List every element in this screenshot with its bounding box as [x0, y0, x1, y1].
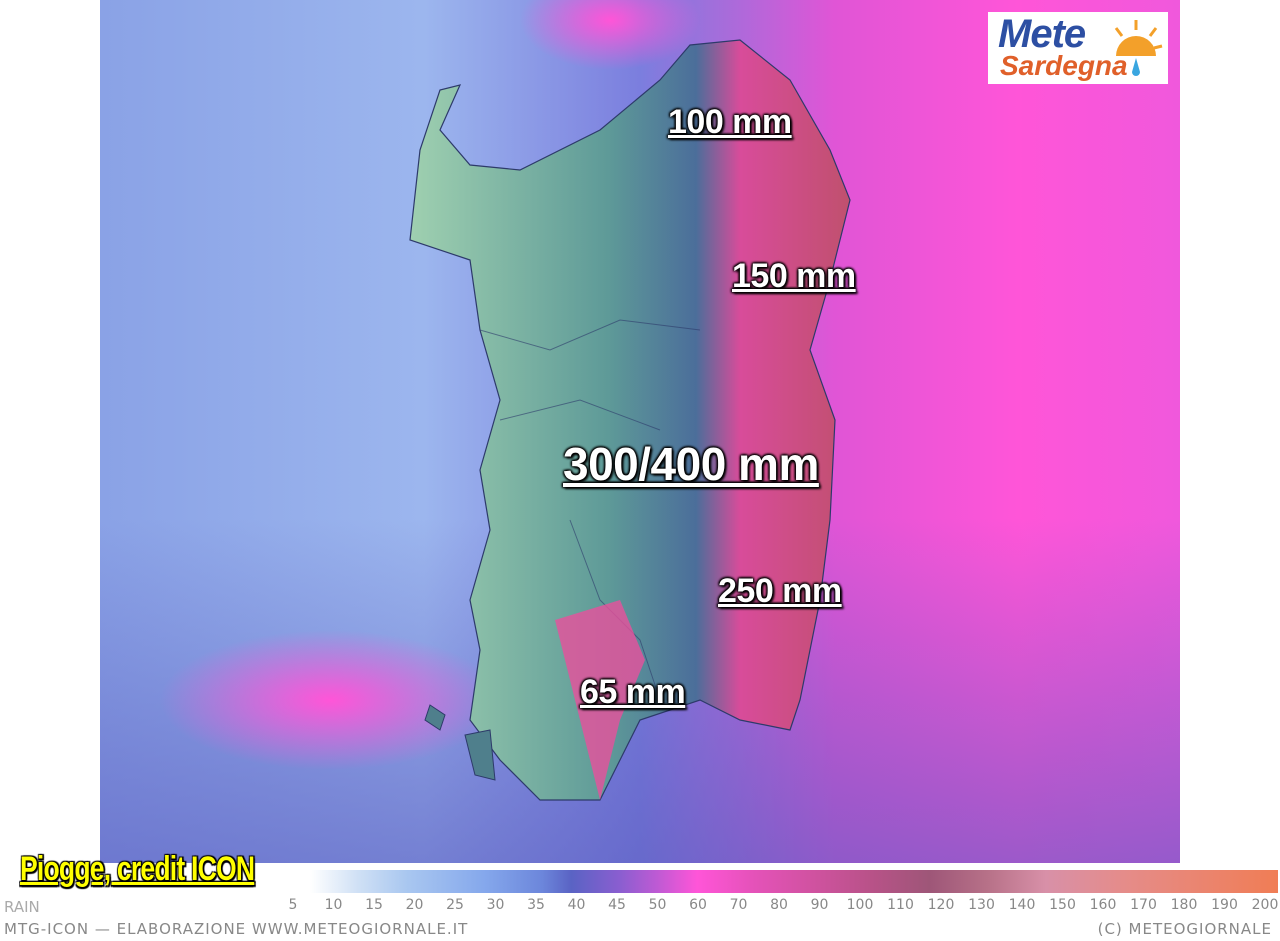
colorbar-tick: 45	[608, 897, 626, 913]
colorbar-tick: 120	[927, 897, 955, 913]
colorbar-tick: 5	[288, 897, 298, 913]
colorbar-tick: 130	[968, 897, 995, 913]
colorbar-tick: 90	[810, 897, 829, 913]
rain-label-north: 100 mm	[668, 103, 792, 141]
rain-area-south	[555, 600, 645, 800]
southwest-islands	[424, 704, 496, 781]
mete-sardegna-logo: Mete Sardegna	[988, 12, 1168, 84]
colorbar-tick: 100	[846, 897, 874, 913]
colorbar-tick: 170	[1130, 897, 1157, 913]
colorbar-tick: 15	[365, 897, 383, 913]
rain-label-northeast: 150 mm	[732, 257, 856, 295]
colorbar-tick: 60	[689, 897, 707, 913]
precipitation-colorbar	[310, 870, 1278, 893]
colorbar-tick: 80	[770, 897, 788, 913]
colorbar-tick: 50	[648, 897, 667, 913]
rain-label-southeast: 250 mm	[718, 572, 842, 610]
colorbar-tick: 10	[324, 897, 343, 913]
colorbar-tick: 110	[887, 897, 914, 913]
rainfall-map	[100, 0, 1180, 863]
overlay-title: Piogge, credit ICON	[20, 850, 255, 888]
map-canvas	[100, 0, 1180, 863]
sun-icon	[1114, 20, 1163, 76]
footer-source: MTG-ICON — ELABORAZIONE WWW.METEOGIORNAL…	[4, 920, 469, 938]
colorbar-tick: 40	[567, 897, 586, 913]
rain-label-south: 65 mm	[580, 673, 686, 711]
colorbar-title: RAIN	[4, 898, 40, 916]
colorbar-tick: 190	[1211, 897, 1238, 913]
colorbar-tick: 160	[1089, 897, 1117, 913]
colorbar-tick: 35	[527, 897, 545, 913]
colorbar-tick: 70	[729, 897, 748, 913]
province-border	[479, 319, 701, 351]
logo-text-sardegna: Sardegna	[1000, 50, 1128, 81]
colorbar-tick: 30	[486, 897, 505, 913]
footer-copyright: (C) METEOGIORNALE	[1097, 920, 1272, 938]
rain-label-center: 300/400 mm	[563, 438, 819, 490]
province-border	[499, 399, 661, 431]
colorbar-tick: 20	[405, 897, 424, 913]
colorbar-ticks: 5 10 15 20 25 30 35 40 45 50 60 70 80 90 100 110 120 130 1…	[280, 897, 1280, 917]
colorbar-tick: 180	[1170, 897, 1198, 913]
logo-text-mete: Mete	[998, 12, 1086, 56]
colorbar-tick: 200	[1251, 897, 1279, 913]
rain-blob-north	[520, 0, 700, 70]
colorbar-tick: 25	[446, 897, 464, 913]
colorbar-tick: 140	[1008, 897, 1036, 913]
rain-blob-southwest	[160, 630, 500, 770]
colorbar-tick: 150	[1049, 897, 1076, 913]
